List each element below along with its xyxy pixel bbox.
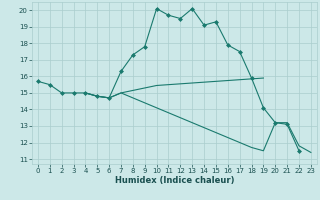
X-axis label: Humidex (Indice chaleur): Humidex (Indice chaleur) [115,176,234,185]
